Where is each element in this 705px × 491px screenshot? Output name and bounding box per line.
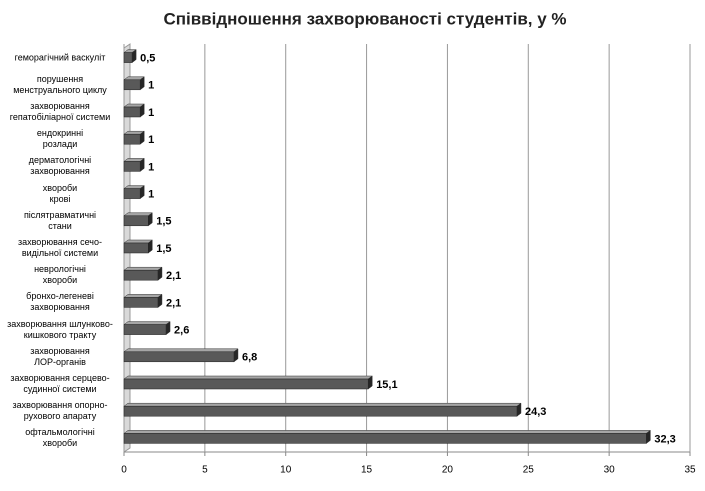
- y-tick-label: захворювання опорно- рухового апарату: [12, 400, 108, 422]
- y-tick-label: геморагічний васкуліт: [14, 52, 106, 63]
- bar: [123, 161, 141, 172]
- bar: [123, 52, 133, 63]
- bar-top: [123, 375, 373, 380]
- y-tick-label: захворювання сечо- видільної системи: [18, 237, 102, 258]
- value-label: 15,1: [376, 379, 397, 391]
- bar-top: [123, 212, 154, 217]
- y-tick-label: захворювання гепатобіліарної системи: [9, 101, 111, 122]
- value-label: 2,6: [174, 325, 189, 337]
- value-label: 2,1: [166, 270, 181, 282]
- value-label: 1,5: [156, 243, 171, 255]
- bar: [123, 133, 141, 145]
- chart-title: Співвідношення захворюваності студентів,…: [163, 9, 566, 28]
- value-label: 6,8: [242, 352, 257, 364]
- bar-top: [123, 430, 652, 434]
- x-tick-label: 0: [121, 465, 127, 476]
- x-tick-label: 25: [523, 465, 535, 476]
- value-label: 1: [148, 134, 154, 146]
- bar: [123, 378, 369, 390]
- y-tick-label: неврологічні хвороби: [34, 264, 86, 286]
- y-tick-label: офтальмологічні хвороби: [25, 427, 95, 449]
- value-label: 24,3: [525, 406, 546, 418]
- x-tick-label: 5: [202, 465, 208, 476]
- x-tick-label: 20: [442, 465, 454, 476]
- bar: [123, 433, 647, 444]
- value-label: 1: [148, 161, 154, 173]
- bar-top: [123, 321, 171, 325]
- bar: [123, 215, 149, 227]
- value-label: 1: [148, 80, 154, 92]
- y-tick-label: порушення менструального циклу: [13, 73, 107, 95]
- bar: [123, 297, 159, 308]
- bar: [123, 269, 159, 281]
- bar-top: [123, 239, 154, 244]
- bar: [123, 188, 141, 199]
- y-tick-label: хвороби крові: [42, 182, 78, 204]
- bar-top: [123, 294, 163, 298]
- value-label: 0,5: [140, 53, 155, 65]
- x-tick-label: 35: [684, 465, 696, 476]
- y-tick-label: ендокринні розлади: [36, 128, 84, 150]
- bar: [123, 324, 167, 335]
- value-label: 1,5: [156, 216, 171, 228]
- bar: [123, 106, 141, 118]
- value-label: 32,3: [654, 433, 675, 445]
- bar: [123, 242, 149, 254]
- bar: [123, 405, 518, 417]
- x-tick-label: 10: [280, 465, 292, 476]
- value-label: 1: [148, 107, 154, 119]
- value-label: 2,1: [166, 297, 181, 309]
- y-tick-label: бронхо-легеневі захворювання: [26, 291, 94, 313]
- bar-top: [123, 266, 163, 271]
- bar-top: [123, 348, 239, 353]
- bar: [123, 79, 141, 91]
- y-tick-label: захворювання ЛОР-органів: [30, 345, 90, 367]
- bar: [123, 351, 235, 363]
- y-tick-label: післятравматичні стани: [23, 209, 97, 231]
- value-label: 1: [148, 189, 154, 201]
- y-tick-label: захворювання серцево- судинної системи: [10, 373, 110, 394]
- bar-top: [123, 402, 522, 407]
- x-tick-label: 30: [604, 465, 616, 476]
- x-tick-label: 15: [361, 465, 373, 476]
- y-tick-label: захворювання шлунково- кишкового тракту: [7, 318, 113, 340]
- y-tick-label: дерматологічні захворювання: [28, 155, 92, 177]
